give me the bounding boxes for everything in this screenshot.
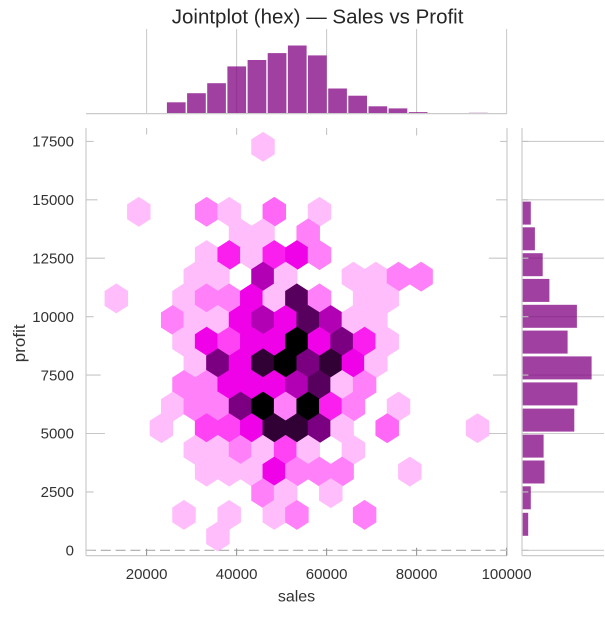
svg-text:20000: 20000 bbox=[126, 566, 168, 583]
svg-text:profit: profit bbox=[10, 324, 29, 362]
svg-text:10000: 10000 bbox=[32, 309, 74, 326]
svg-text:60000: 60000 bbox=[306, 566, 348, 583]
svg-text:5000: 5000 bbox=[41, 426, 74, 443]
svg-text:12500: 12500 bbox=[32, 250, 74, 267]
svg-text:15000: 15000 bbox=[32, 192, 74, 209]
svg-text:17500: 17500 bbox=[32, 134, 74, 151]
svg-text:2500: 2500 bbox=[41, 484, 74, 501]
svg-text:40000: 40000 bbox=[216, 566, 258, 583]
svg-text:Jointplot (hex) — Sales vs Pro: Jointplot (hex) — Sales vs Profit bbox=[172, 6, 464, 29]
svg-text:100000: 100000 bbox=[482, 566, 532, 583]
svg-text:80000: 80000 bbox=[396, 566, 438, 583]
svg-text:sales: sales bbox=[278, 589, 315, 606]
svg-text:0: 0 bbox=[66, 543, 74, 560]
svg-text:7500: 7500 bbox=[41, 367, 74, 384]
